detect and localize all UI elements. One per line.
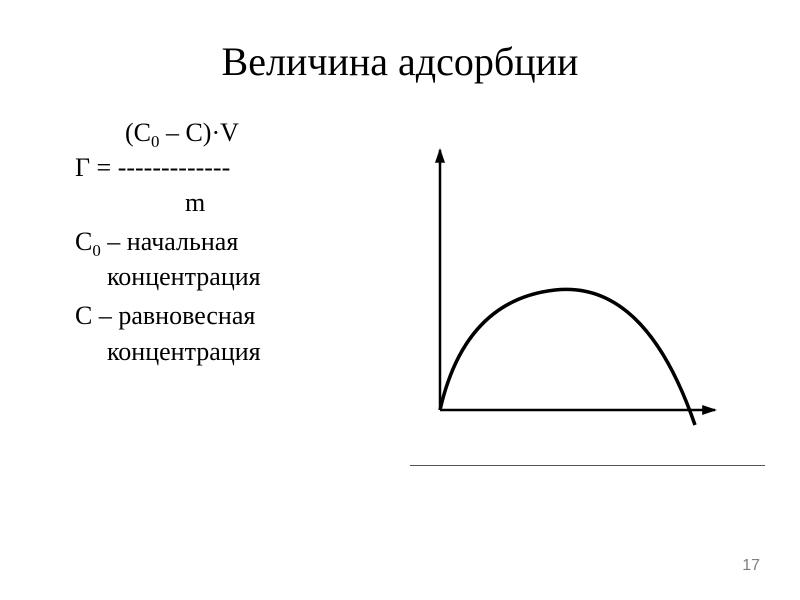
formula-and-definitions: (С0 – С)·V Г = ------------- m С0 – нача… [75, 115, 405, 435]
chart-svg [415, 135, 725, 435]
def-c0-sub: 0 [92, 241, 100, 260]
adsorption-chart [415, 135, 725, 435]
formula-numerator: (С0 – С)·V [75, 115, 405, 150]
slide-divider [410, 465, 765, 466]
formula-divider-line: Г = ------------- [75, 150, 405, 185]
def-c-line2: концентрация [75, 334, 405, 369]
content-area: (С0 – С)·V Г = ------------- m С0 – нача… [0, 85, 800, 435]
def-c0-prefix: С [75, 227, 92, 256]
definition-c: С – равновесная концентрация [75, 298, 405, 368]
page-number: 17 [742, 557, 760, 575]
formula-denominator: m [75, 185, 405, 220]
def-c0-line2: концентрация [75, 259, 405, 294]
def-c0-suffix: – начальная [101, 227, 239, 256]
formula-numerator-suffix: – С)·V [159, 118, 238, 147]
chart-column [405, 115, 760, 435]
formula-numerator-prefix: (С [125, 118, 151, 147]
slide-title: Величина адсорбции [0, 0, 800, 85]
def-c-line1: С – равновесная [75, 298, 405, 333]
definition-c0: С0 – начальная концентрация [75, 224, 405, 294]
